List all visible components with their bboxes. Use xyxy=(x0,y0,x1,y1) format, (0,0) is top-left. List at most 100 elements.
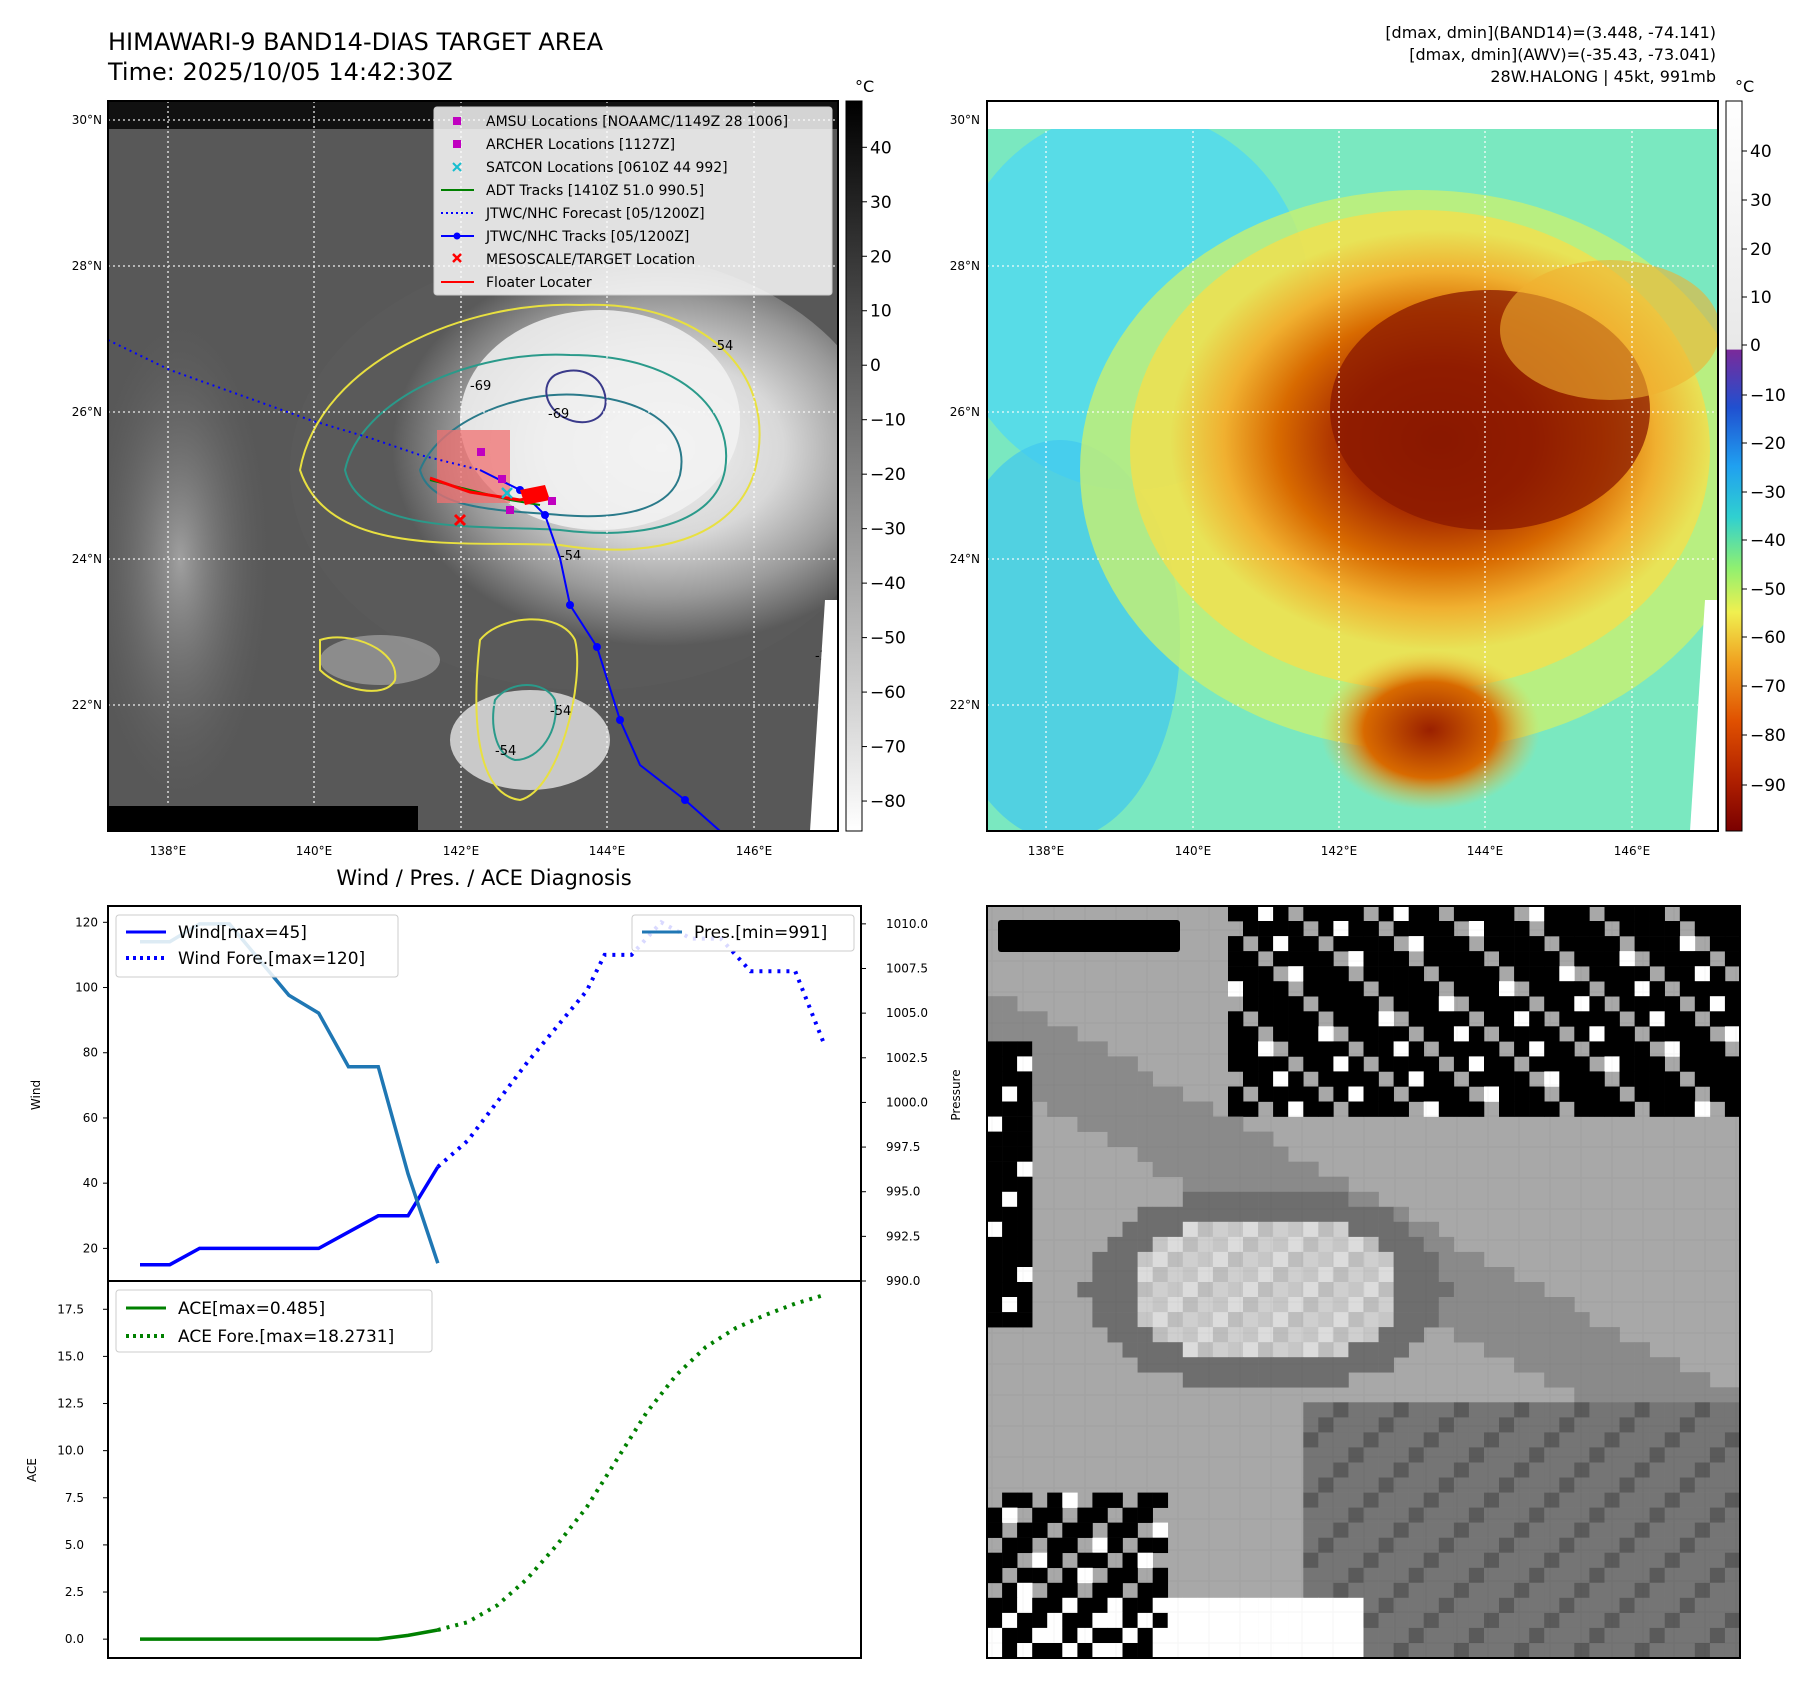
ir-colorbar-tick-label: −20 xyxy=(870,465,906,485)
awv-colorbar-tick-label: −40 xyxy=(1750,531,1786,551)
ace-legend: ACE[max=0.485] ACE Fore.[max=18.2731] xyxy=(115,1289,433,1353)
ir-colorbar-tick-label: −60 xyxy=(870,683,906,703)
legend-marker-satcon xyxy=(452,162,462,172)
legend-label-archer: ARCHER Locations [1127Z] xyxy=(486,137,675,153)
pressure-axis-tick-label: 992.5 xyxy=(886,1229,920,1243)
ir-map-lon-ticks: 138°E 140°E 142°E 144°E 146°E xyxy=(150,844,773,858)
ace-axis-label: ACE xyxy=(25,1458,39,1482)
svg-text:142°E: 142°E xyxy=(443,844,480,858)
pressure-axis-tick-label: 1005.0 xyxy=(886,1006,928,1020)
awv-map-panel: 138°E 140°E 142°E 144°E 146°E 30°N 28°N … xyxy=(950,77,1786,858)
awv-colorbar-tick-label: 30 xyxy=(1750,191,1772,211)
diagnosis-panel: Wind / Pres. / ACE Diagnosis 120 100 80 60 4… xyxy=(25,866,963,1659)
svg-text:28°N: 28°N xyxy=(950,259,980,273)
pressure-axis-label: Pressure xyxy=(949,1069,963,1120)
awv-colorbar-tick-label: 10 xyxy=(1750,288,1772,308)
contour-label: -54 xyxy=(550,704,571,719)
wind-axis-tick-label: 40 xyxy=(83,1176,98,1190)
svg-text:30°N: 30°N xyxy=(950,113,980,127)
awv-colorbar-tick-label: −50 xyxy=(1750,580,1786,600)
ir-colorbar-tick-label: 20 xyxy=(870,247,892,267)
legend-label-adt: ADT Tracks [1410Z 51.0 990.5] xyxy=(486,183,704,199)
pressure-axis-tick-label: 990.0 xyxy=(886,1274,920,1288)
ace-axis-tick-label: 17.5 xyxy=(57,1302,84,1316)
figure-time: Time: 2025/10/05 14:42:30Z xyxy=(107,58,453,86)
ir-colorbar-tick-label: −50 xyxy=(870,629,906,649)
ace-axis-tick-label: 5.0 xyxy=(65,1538,84,1552)
svg-text:144°E: 144°E xyxy=(589,844,626,858)
awv-colorbar-tick-label: −70 xyxy=(1750,677,1786,697)
ace-series-line-0 xyxy=(140,1628,439,1641)
svg-text:28°N: 28°N xyxy=(72,259,102,273)
awv-colorbar-tick-label: −80 xyxy=(1750,726,1786,746)
wind-axis-tick-label: 120 xyxy=(75,915,98,929)
contour-label: -54 xyxy=(560,549,581,564)
legend-label-forecast: JTWC/NHC Forecast [05/1200Z] xyxy=(485,206,705,222)
legend-marker-amsu xyxy=(453,117,461,125)
svg-text:26°N: 26°N xyxy=(72,405,102,419)
ace-axis-tick-label: 10.0 xyxy=(57,1444,84,1458)
awv-map-lon-ticks: 138°E 140°E 142°E 144°E 146°E xyxy=(1028,844,1651,858)
ir-colorbar-tick-label: −80 xyxy=(870,792,906,812)
awv-colorbar-tick-label: 20 xyxy=(1750,240,1772,260)
ir-colorbar-tick-label: 40 xyxy=(870,138,892,158)
ir-colorbar: °C 40 30 20 10 0 −10 −20 −30 −40 −50 −60 −70 −80 xyxy=(845,77,906,832)
legend-label-tracks: JTWC/NHC Tracks [05/1200Z] xyxy=(485,229,689,245)
ir-colorbar-tick-label: 10 xyxy=(870,302,892,322)
pressure-axis-tick-label: 1010.0 xyxy=(886,917,928,931)
pres-legend: Pres.[min=991] xyxy=(631,914,855,952)
legend-label-floater: Floater Locater xyxy=(486,275,592,291)
svg-text:138°E: 138°E xyxy=(150,844,187,858)
svg-text:138°E: 138°E xyxy=(1028,844,1065,858)
wmg-count-text: WMG Count: 0 xyxy=(1006,926,1159,948)
series-line-0 xyxy=(140,1165,440,1267)
svg-text:142°E: 142°E xyxy=(1321,844,1358,858)
awv-colorbar-tick-label: −60 xyxy=(1750,628,1786,648)
wind-axis-tick-label: 80 xyxy=(83,1046,98,1060)
ace-axis-tick-label: 7.5 xyxy=(65,1491,84,1505)
svg-text:30°N: 30°N xyxy=(72,113,102,127)
ir-colorbar-tick-label: −30 xyxy=(870,520,906,540)
awv-colorbar-unit: °C xyxy=(1735,77,1754,96)
pressure-axis-tick-label: 995.0 xyxy=(886,1185,920,1199)
ir-colorbar-tick-label: 0 xyxy=(870,356,881,376)
ace-axis-tick-label: 2.5 xyxy=(65,1585,84,1599)
legend-wind: Wind[max=45] xyxy=(178,923,307,943)
info-awv-range: [dmax, dmin](AWV)=(-35.43, -73.041) xyxy=(1409,45,1716,64)
ir-colorbar-tick-label: −10 xyxy=(870,411,906,431)
info-storm-name: 28W.HALONG | 45kt, 991mb xyxy=(1490,67,1716,86)
figure-title: HIMAWARI-9 BAND14-DIAS TARGET AREA xyxy=(108,28,604,56)
svg-text:24°N: 24°N xyxy=(950,552,980,566)
diagnosis-title: Wind / Pres. / ACE Diagnosis xyxy=(336,866,631,890)
series-line-1 xyxy=(436,919,827,1169)
ir-colorbar-tick-label: −40 xyxy=(870,574,906,594)
awv-colorbar-tick-label: −20 xyxy=(1750,434,1786,454)
wind-axis-label: Wind xyxy=(29,1080,43,1110)
ace-series-line-1 xyxy=(437,1292,826,1632)
legend-marker-archer xyxy=(453,140,461,148)
legend-ace: ACE[max=0.485] xyxy=(178,1299,325,1319)
legend-pres: Pres.[min=991] xyxy=(694,923,827,943)
ace-axis-tick-label: 15.0 xyxy=(57,1349,84,1363)
svg-text:146°E: 146°E xyxy=(1614,844,1651,858)
legend-wind-fore: Wind Fore.[max=120] xyxy=(178,949,365,969)
ace-axis-tick-label: 0.0 xyxy=(65,1632,84,1646)
pressure-axis-tick-label: 997.5 xyxy=(886,1140,920,1154)
svg-text:146°E: 146°E xyxy=(736,844,773,858)
awv-colorbar-tick-label: −10 xyxy=(1750,386,1786,406)
ir-colorbar-tick-label: 30 xyxy=(870,193,892,213)
awv-colorbar: °C 40 30 20 10 0 −10 −20 −30 −40 −50 −60 −70 −80 −90 xyxy=(1725,77,1786,832)
wind-axis-tick-label: 60 xyxy=(83,1111,98,1125)
awv-colorbar-tick-label: −30 xyxy=(1750,483,1786,503)
pressure-axis-tick-label: 1007.5 xyxy=(886,962,928,976)
wmg-count-badge xyxy=(998,920,1180,952)
legend-ace-fore: ACE Fore.[max=18.2731] xyxy=(178,1327,394,1347)
pressure-axis-tick-label: 1000.0 xyxy=(886,1095,928,1109)
legend-label-satcon: SATCON Locations [0610Z 44 992] xyxy=(486,160,728,176)
info-band14-range: [dmax, dmin](BAND14)=(3.448, -74.141) xyxy=(1385,23,1716,42)
legend-marker-mesoscale xyxy=(452,253,462,263)
ir-colorbar-tick-label: −70 xyxy=(870,738,906,758)
contour-label: -54 xyxy=(495,744,516,759)
contour-label: -54 xyxy=(712,339,733,354)
ace-axis-tick-label: 12.5 xyxy=(57,1397,84,1411)
